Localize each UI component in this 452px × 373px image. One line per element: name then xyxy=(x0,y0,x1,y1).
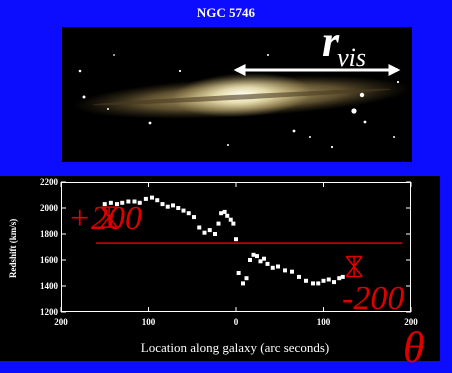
data-point xyxy=(258,259,263,264)
y-tick-label: 2000 xyxy=(40,203,59,213)
data-point xyxy=(143,196,148,201)
galaxy-image-svg xyxy=(72,54,412,149)
data-point xyxy=(213,232,217,236)
data-point xyxy=(290,269,294,274)
data-point xyxy=(202,230,207,235)
y-tick-label: 1800 xyxy=(40,229,59,239)
data-point xyxy=(270,265,275,270)
data-point xyxy=(186,211,191,216)
data-point xyxy=(251,252,256,257)
data-point xyxy=(332,280,336,285)
data-point xyxy=(120,200,125,205)
plus-200-annotation: +200 xyxy=(68,200,142,237)
data-point xyxy=(137,200,142,205)
data-point xyxy=(197,225,202,230)
rvis-symbol: r xyxy=(322,17,340,66)
data-point xyxy=(283,268,287,273)
data-point xyxy=(337,276,342,281)
data-point xyxy=(241,281,245,286)
data-point xyxy=(216,221,221,226)
data-point xyxy=(304,278,308,283)
y-tick-label: 1600 xyxy=(40,255,59,265)
data-point xyxy=(115,202,119,207)
x-tick-label: 200 xyxy=(54,317,68,327)
data-point xyxy=(165,204,170,209)
data-point xyxy=(102,202,107,207)
data-point xyxy=(231,221,236,226)
data-point xyxy=(255,254,259,259)
x-tick-label: 100 xyxy=(142,317,156,327)
data-point xyxy=(276,264,280,269)
velocity-marker xyxy=(100,206,118,228)
galaxy-body xyxy=(72,72,412,119)
data-point xyxy=(132,199,137,204)
x-axis-label: Location along galaxy (arc seconds) xyxy=(140,340,330,355)
rotation-curve-chart: 1200 1400 1600 1800 2000 2200 200 100 0 100 200 xyxy=(40,177,418,327)
data-point xyxy=(150,195,154,200)
data-point xyxy=(234,237,238,242)
minus-200-annotation: -200 xyxy=(342,280,405,317)
rvis-subscript: vis xyxy=(337,43,367,72)
y-tick-label: 2200 xyxy=(40,177,59,187)
data-point xyxy=(192,215,196,220)
data-point xyxy=(311,281,315,286)
data-point xyxy=(222,209,227,214)
data-point xyxy=(316,281,321,286)
data-point xyxy=(321,278,326,283)
data-point xyxy=(207,228,212,233)
data-point xyxy=(108,200,113,205)
data-point xyxy=(262,256,266,261)
velocity-marker xyxy=(345,255,363,278)
data-point xyxy=(244,276,249,281)
y-tick-label: 1200 xyxy=(40,307,59,317)
galaxy-title: NGC 5746 xyxy=(196,5,256,20)
x-tick-label: 200 xyxy=(404,317,418,327)
x-tick-label: 100 xyxy=(317,317,331,327)
field-stars xyxy=(78,54,400,149)
chart-panel xyxy=(0,176,440,361)
data-point xyxy=(181,208,186,213)
data-point xyxy=(340,274,345,279)
data-point xyxy=(248,258,252,262)
y-tick-label: 1400 xyxy=(40,281,59,291)
data-point xyxy=(225,213,230,218)
data-point xyxy=(176,206,181,210)
data-point xyxy=(155,198,160,203)
data-point xyxy=(219,211,224,216)
x-tick-label: 0 xyxy=(234,317,239,327)
rvis-label: rvis xyxy=(322,16,368,72)
data-point xyxy=(171,203,175,208)
data-point xyxy=(126,199,131,204)
data-point xyxy=(297,274,301,279)
slide: NGC 5746 xyxy=(0,5,440,372)
data-point xyxy=(265,261,270,266)
data-point xyxy=(236,271,241,275)
galaxy-image xyxy=(62,27,412,162)
theta-symbol: θ xyxy=(403,323,425,372)
data-point xyxy=(228,217,233,222)
data-point xyxy=(160,202,165,207)
data-point xyxy=(326,277,331,282)
